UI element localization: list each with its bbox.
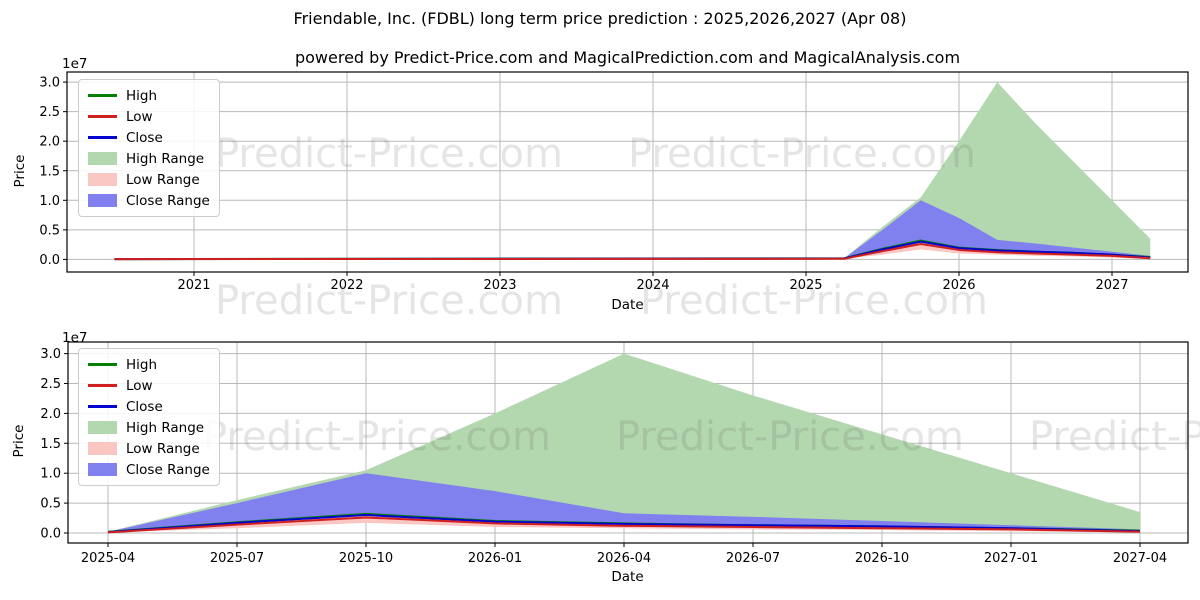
legend-item-low-range: Low Range	[88, 438, 210, 459]
legend-item-high-range: High Range	[88, 148, 210, 169]
y-tick-label: 2.5	[39, 105, 60, 120]
legend-item-close: Close	[88, 127, 210, 148]
plot-frame	[66, 71, 1189, 273]
x-tick-label: 2025-07	[210, 551, 264, 566]
x-tick-label: 2026	[942, 278, 975, 293]
x-tick-label: 2023	[483, 278, 516, 293]
legend-item-low: Low	[88, 106, 210, 127]
legend-label: Close	[126, 129, 163, 146]
x-tick-label: 2022	[330, 278, 363, 293]
legend-swatch-high	[88, 363, 117, 366]
legend-item-close: Close	[88, 396, 210, 417]
x-tick-label: 2024	[636, 278, 669, 293]
close-line	[107, 514, 1141, 534]
legend-item-high: High	[88, 85, 210, 106]
legend-item-close-range: Close Range	[88, 190, 210, 211]
close-range-area	[108, 473, 1140, 533]
legend-swatch-low	[88, 384, 117, 387]
x-tick-label: 2025	[789, 278, 822, 293]
chart1-legend: High Low Close High Range Low Range Close Ran…	[78, 79, 220, 217]
y-tick-label: 2.5	[40, 377, 61, 392]
x-tick-label: 2027	[1095, 278, 1128, 293]
legend-swatch-low	[88, 115, 117, 118]
legend-label: High	[126, 87, 158, 104]
x-tick-label: 2026-01	[468, 551, 522, 566]
low-line	[114, 243, 1151, 261]
chart-2: 2025-04 2025-07 2025-10 2026-01 2026-04 2026-…	[40, 341, 1189, 566]
close-range-area	[844, 200, 1151, 259]
close-line	[114, 240, 1151, 261]
legend-swatch-close	[88, 136, 117, 139]
x-tick-label: 2027-01	[984, 551, 1038, 566]
legend-label: Close	[126, 398, 163, 415]
figure-title: Friendable, Inc. (FDBL) long term price …	[293, 9, 907, 28]
plot-frame	[67, 341, 1189, 544]
legend-swatch-high	[88, 94, 117, 97]
y-tick-label: 0.0	[40, 527, 61, 542]
legend-swatch-close-range	[88, 463, 117, 476]
x-tick-label: 2026-07	[726, 551, 780, 566]
chart1-y-offset-label: 1e7	[62, 56, 88, 72]
legend-swatch-close	[88, 405, 117, 408]
x-tick-label: 2026-10	[855, 551, 909, 566]
y-tick-label: 3.0	[39, 76, 60, 91]
legend-swatch-high-range	[88, 421, 117, 434]
figure-subtitle: powered by Predict-Price.com and Magical…	[294, 48, 961, 67]
chart1-ylabel: Price	[12, 154, 28, 188]
chart2-y-offset-label: 1e7	[62, 330, 88, 346]
chart2-legend: High Low Close High Range Low Range Close Ran…	[78, 348, 220, 486]
legend-swatch-low-range	[88, 442, 117, 455]
legend-label: High Range	[126, 419, 205, 436]
legend-label: Close Range	[126, 461, 210, 478]
y-tick-label: 1.5	[40, 437, 61, 452]
legend-swatch-high-range	[88, 152, 117, 165]
legend-item-low: Low	[88, 375, 210, 396]
legend-swatch-close-range	[88, 194, 117, 207]
chart1-xlabel: Date	[611, 297, 644, 313]
y-tick-label: 3.0	[40, 347, 61, 362]
y-tick-label: 2.0	[39, 135, 60, 150]
y-tick-label: 1.0	[40, 467, 61, 482]
legend-swatch-low-range	[88, 173, 117, 186]
legend-label: High	[126, 356, 158, 373]
y-tick-label: 1.0	[39, 194, 60, 209]
x-tick-label: 2027-04	[1113, 551, 1167, 566]
legend-label: High Range	[126, 150, 205, 167]
x-tick-label: 2025-10	[339, 551, 393, 566]
x-tick-label: 2026-04	[597, 551, 651, 566]
y-tick-label: 1.5	[39, 164, 60, 179]
y-tick-label: 0.5	[39, 223, 60, 238]
low-line	[107, 516, 1141, 534]
legend-label: Low	[126, 377, 153, 394]
chart2-ylabel: Price	[11, 424, 27, 458]
legend-label: Close Range	[126, 192, 210, 209]
legend-label: Low	[126, 108, 153, 125]
y-tick-label: 0.5	[40, 497, 61, 512]
legend-item-high: High	[88, 354, 210, 375]
y-tick-label: 0.0	[39, 253, 60, 268]
chart-1: 2021 2022 2023 2024 2025 2026 2027 0.0 0.5 1.0 1.5…	[39, 71, 1189, 293]
legend-label: Low Range	[126, 440, 200, 457]
legend-label: Low Range	[126, 171, 200, 188]
legend-item-low-range: Low Range	[88, 169, 210, 190]
x-tick-label: 2025-04	[81, 551, 135, 566]
legend-item-close-range: Close Range	[88, 459, 210, 480]
chart2-xlabel: Date	[611, 569, 644, 585]
y-tick-label: 2.0	[40, 407, 61, 422]
legend-item-high-range: High Range	[88, 417, 210, 438]
x-tick-label: 2021	[177, 278, 210, 293]
